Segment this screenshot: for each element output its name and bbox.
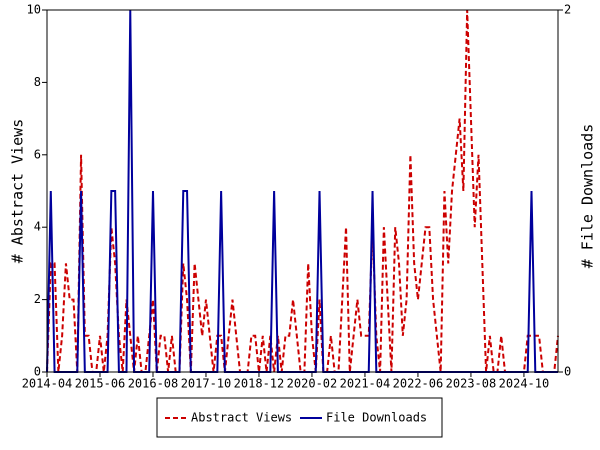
y-tick-label: 6 <box>34 147 41 161</box>
x-tick-label: 2020-02 <box>287 377 338 391</box>
x-tick-label: 2018-12 <box>234 377 285 391</box>
x-tick-label: 2017-10 <box>181 377 232 391</box>
legend-box <box>156 397 443 438</box>
y2-axis-label: # File Downloads <box>579 124 597 269</box>
y2-tick-label: 0 <box>564 365 571 379</box>
x-tick-label: 2015-06 <box>75 377 126 391</box>
y-tick-label: 2 <box>34 292 41 306</box>
y-tick-label: 4 <box>34 220 41 234</box>
y-tick-label: 10 <box>27 3 41 17</box>
y-axis-label: # Abstract Views <box>9 119 27 264</box>
plot-frame <box>46 9 559 373</box>
legend-label: Abstract Views <box>191 411 292 425</box>
x-tick-label: 2022-06 <box>393 377 444 391</box>
x-tick-label: 2024-10 <box>499 377 550 391</box>
y2-tick-label: 2 <box>564 3 571 17</box>
x-tick-label: 2021-04 <box>340 377 391 391</box>
x-tick-label: 2023-08 <box>446 377 497 391</box>
x-tick-label: 2016-08 <box>128 377 179 391</box>
legend-label: File Downloads <box>326 411 427 425</box>
y-tick-label: 0 <box>34 365 41 379</box>
x-tick-label: 2014-04 <box>22 377 73 391</box>
y-tick-label: 8 <box>34 75 41 89</box>
